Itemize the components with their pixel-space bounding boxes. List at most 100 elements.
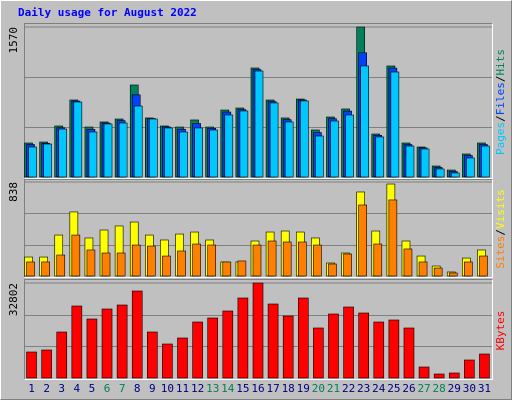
bar <box>373 243 383 277</box>
bar <box>479 255 488 277</box>
x-tick-label: 14 <box>221 382 235 395</box>
x-tick-label: 15 <box>236 382 249 395</box>
bar <box>313 327 324 379</box>
x-tick-label: 5 <box>89 382 96 395</box>
bar <box>222 261 232 277</box>
legend-separator: / <box>494 229 507 236</box>
bar <box>282 315 294 379</box>
bar <box>103 123 113 178</box>
bar <box>388 199 398 277</box>
bar <box>418 366 430 379</box>
bar <box>330 120 339 178</box>
bar <box>26 351 37 379</box>
bar <box>43 143 52 178</box>
legend-separator: / <box>494 76 507 83</box>
y-tick-label: 1570 <box>7 27 20 54</box>
bar <box>328 313 339 379</box>
legend: KBytes <box>494 311 507 351</box>
x-tick-label: 11 <box>176 382 189 395</box>
bar <box>418 261 428 277</box>
x-tick-label: 13 <box>206 382 219 395</box>
bar <box>86 318 98 379</box>
x-tick-label: 19 <box>297 382 310 395</box>
bar <box>209 129 219 178</box>
bar <box>435 168 445 178</box>
bar <box>282 241 292 277</box>
x-tick-label: 31 <box>478 382 491 395</box>
x-tick-label: 8 <box>134 382 141 395</box>
x-tick-label: 1 <box>28 382 35 395</box>
bar <box>237 260 247 277</box>
bar <box>433 373 445 379</box>
legend: Pages/Files/Hits <box>494 49 507 155</box>
x-tick-label: 3 <box>58 382 65 395</box>
bar <box>164 127 173 178</box>
legend-entry: Pages <box>494 122 507 155</box>
bar <box>222 310 234 379</box>
bar <box>267 303 279 379</box>
bar <box>267 240 277 277</box>
bar <box>88 131 98 178</box>
bar <box>118 122 128 178</box>
bar <box>147 331 158 379</box>
bar <box>433 267 443 277</box>
bar <box>71 305 83 379</box>
bar <box>41 261 50 277</box>
x-tick-label: 21 <box>327 382 340 395</box>
bar <box>284 121 294 178</box>
x-tick-label: 28 <box>433 382 446 395</box>
bar <box>71 234 81 277</box>
x-tick-label: 2 <box>43 382 50 395</box>
bar <box>297 297 309 379</box>
bar <box>450 172 460 178</box>
bar <box>403 248 413 277</box>
bar <box>343 253 352 277</box>
plot-frame-light <box>24 179 493 278</box>
bar <box>101 308 113 379</box>
bar <box>133 105 143 178</box>
bar <box>131 290 143 379</box>
x-tick-label: 9 <box>149 382 156 395</box>
bar <box>207 244 217 277</box>
bar <box>390 71 400 178</box>
plot-frame-dark <box>24 279 493 380</box>
bar <box>373 321 385 379</box>
x-tick-label: 23 <box>357 382 370 395</box>
plot-frame-dark <box>24 23 493 179</box>
bar <box>360 65 369 178</box>
bar <box>41 349 52 379</box>
legend-separator: / <box>494 115 507 122</box>
bar <box>481 145 490 178</box>
x-tick-label: 18 <box>282 382 295 395</box>
legend-entry: Sites <box>494 236 507 269</box>
bar <box>147 245 156 277</box>
bar <box>239 110 249 178</box>
x-tick-label: 25 <box>387 382 400 395</box>
x-tick-label: 26 <box>402 382 415 395</box>
x-tick-label: 10 <box>161 382 174 395</box>
bar <box>252 282 264 379</box>
bar <box>26 261 35 277</box>
x-tick-label: 12 <box>191 382 204 395</box>
x-tick-label: 6 <box>104 382 111 395</box>
bar <box>403 327 415 379</box>
legend-entry: Files <box>494 82 507 115</box>
legend-entry: KBytes <box>494 311 507 351</box>
bar <box>116 252 126 277</box>
bar <box>192 243 201 277</box>
bar <box>179 131 188 178</box>
y-tick-label: 32802 <box>7 283 20 316</box>
bar <box>177 250 186 277</box>
bar <box>388 319 400 379</box>
plot-frame-light <box>24 279 493 380</box>
bar <box>313 244 322 277</box>
bar <box>464 359 475 379</box>
bar <box>56 331 68 379</box>
bar <box>162 255 171 277</box>
bar <box>194 127 203 178</box>
bar <box>28 146 37 178</box>
x-tick-label: 7 <box>119 382 126 395</box>
